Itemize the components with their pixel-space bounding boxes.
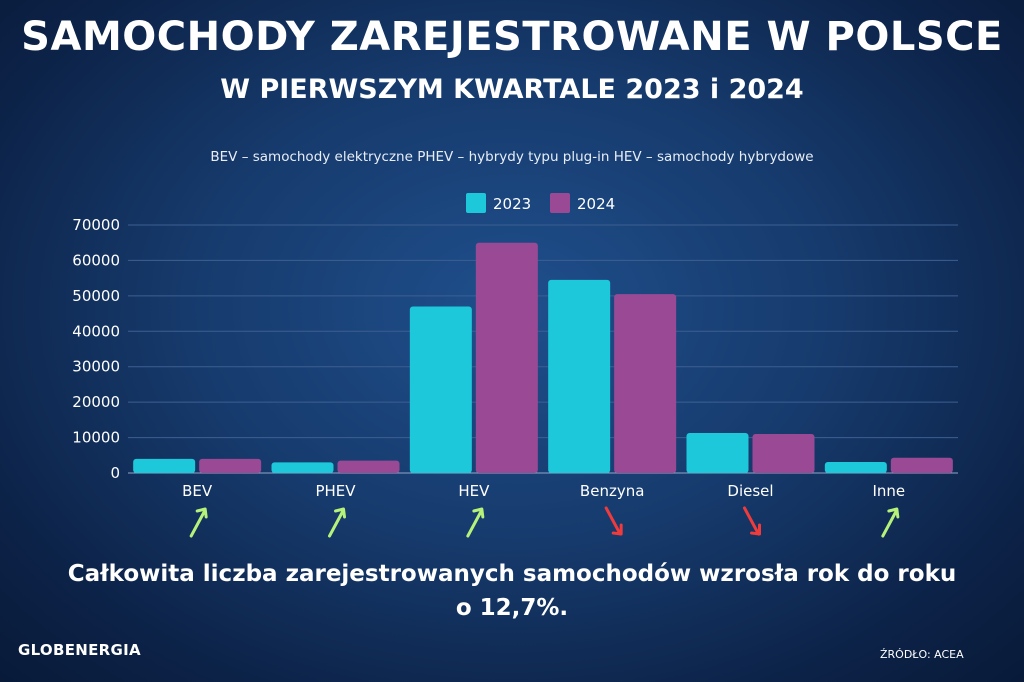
y-tick-label: 10000	[72, 429, 120, 447]
x-tick-label: Benzyna	[580, 482, 644, 500]
x-tick-label: Inne	[872, 482, 905, 500]
x-tick-label: Diesel	[727, 482, 773, 500]
bar	[686, 432, 749, 473]
y-tick-label: 50000	[72, 287, 120, 305]
legend-label: 2024	[577, 195, 615, 213]
page-subtitle: W PIERWSZYM KWARTALE 2023 i 2024	[220, 74, 804, 105]
conclusion-text: Całkowita liczba zarejestrowanych samoch…	[67, 561, 957, 621]
trend-up-arrow-icon	[328, 507, 346, 538]
y-tick-label: 60000	[72, 251, 120, 269]
bar	[752, 434, 815, 473]
category-description: BEV – samochody elektryczne PHEV – hybry…	[210, 149, 814, 165]
bar	[337, 460, 400, 473]
legend-swatch	[466, 193, 486, 213]
y-tick-label: 70000	[72, 216, 120, 234]
legend-label: 2023	[493, 195, 531, 213]
bar-chart: 0 10000 20000 30000 40000 50000 60000 70000 2023…	[72, 193, 958, 538]
bar	[199, 458, 262, 473]
bar	[409, 306, 472, 473]
bar	[271, 462, 334, 473]
x-tick-label: BEV	[182, 482, 213, 500]
trend-down-arrow-icon	[743, 506, 761, 536]
y-tick-label: 30000	[72, 358, 120, 376]
bar	[890, 457, 953, 473]
trend-up-arrow-icon	[881, 507, 900, 538]
bar	[824, 462, 887, 473]
y-tick-label: 0	[110, 464, 120, 482]
trend-down-arrow-icon	[604, 506, 623, 536]
source-note: ŹRÓDŁO: ACEA	[880, 648, 964, 661]
x-tick-label: PHEV	[315, 482, 356, 500]
bar	[548, 279, 611, 473]
y-tick-label: 20000	[72, 393, 120, 411]
x-tick-label: HEV	[458, 482, 490, 500]
y-tick-label: 40000	[72, 322, 120, 340]
trend-up-arrow-icon	[189, 507, 208, 538]
bar	[475, 242, 538, 473]
trend-up-arrow-icon	[466, 507, 485, 538]
bar	[133, 458, 196, 473]
brand-logo: GLOBENERGIA	[18, 641, 141, 659]
page-title: SAMOCHODY ZAREJESTROWANE W POLSCE	[21, 14, 1003, 60]
bar	[614, 294, 677, 473]
legend-swatch	[550, 193, 570, 213]
